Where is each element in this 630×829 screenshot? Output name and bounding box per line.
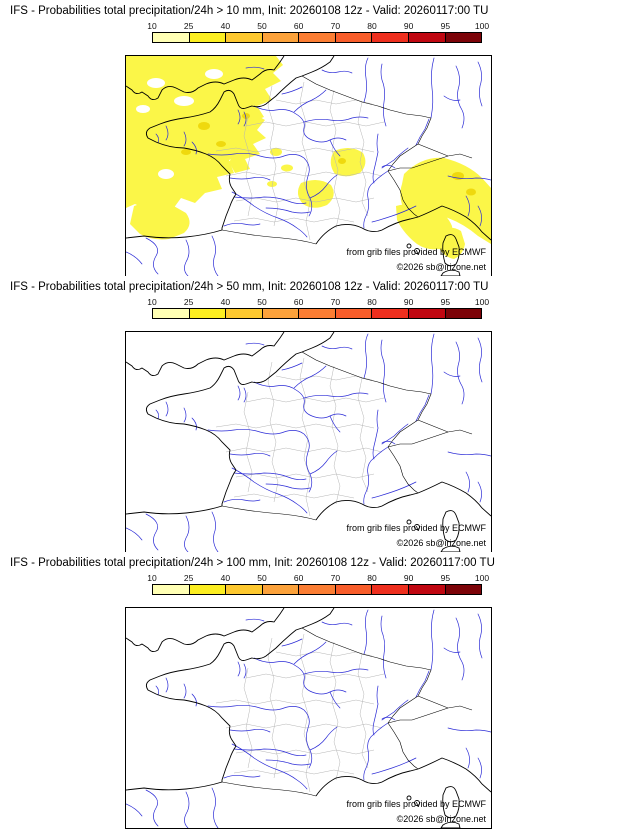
colorbar-tick: 90 — [403, 573, 414, 583]
panel-precip-gt-100mm: IFS - Probabilities total precipitation/… — [0, 552, 630, 829]
colorbar-segment — [444, 309, 482, 318]
colorbar-tick: 50 — [257, 573, 267, 583]
data-provider-credit: from grib files provided by ECMWF — [346, 799, 486, 809]
probability-colorbar: 10 25 40 50 60 70 80 90 95 100 — [147, 297, 489, 321]
colorbar-segment — [261, 309, 299, 318]
colorbar-segment — [298, 33, 335, 42]
data-provider-credit: from grib files provided by ECMWF — [346, 523, 486, 533]
colorbar-segment — [334, 309, 372, 318]
colorbar-tick: 70 — [330, 21, 341, 31]
department-borders — [215, 81, 385, 241]
country-borders — [221, 351, 473, 521]
colorbar-tick: 100 — [474, 573, 490, 583]
page-title: IFS - Probabilities total precipitation/… — [10, 5, 489, 17]
colorbar-tick: 10 — [147, 21, 157, 31]
map-frame: from grib files provided by ECMWF ©2026 … — [125, 55, 492, 277]
copyright-notice: ©2026 sb@irizone.net — [396, 262, 486, 272]
colorbar-segment — [407, 33, 445, 42]
colorbar-segment — [153, 33, 189, 42]
colorbar-segment — [261, 33, 299, 42]
rivers — [126, 609, 491, 828]
colorbar-segment — [334, 585, 372, 594]
colorbar-tick: 90 — [403, 297, 414, 307]
colorbar-tick: 25 — [183, 297, 194, 307]
colorbar-segment — [153, 585, 189, 594]
colorbar-tick-labels: 10 25 40 50 60 70 80 90 95 100 — [147, 573, 489, 584]
colorbar-tick: 70 — [330, 297, 341, 307]
colorbar-tick: 60 — [293, 21, 304, 31]
colorbar-segment — [407, 585, 445, 594]
colorbar-tick: 95 — [440, 573, 451, 583]
colorbar-tick: 50 — [257, 21, 267, 31]
colorbar-tick: 100 — [474, 21, 490, 31]
colorbar-tick: 95 — [440, 297, 451, 307]
colorbar-segment — [188, 585, 226, 594]
colorbar-segment — [371, 585, 408, 594]
colorbar-tick: 40 — [220, 573, 231, 583]
colorbar-tick: 100 — [474, 297, 490, 307]
colorbar-tick: 50 — [257, 297, 267, 307]
colorbar-segment — [225, 309, 262, 318]
colorbar-tick: 80 — [367, 573, 377, 583]
colorbar-tick: 10 — [147, 573, 157, 583]
colorbar-segment — [188, 33, 226, 42]
page-title: IFS - Probabilities total precipitation/… — [10, 557, 495, 569]
colorbar-segment — [298, 585, 335, 594]
colorbar-tick: 25 — [183, 21, 194, 31]
probability-colorbar: 10 25 40 50 60 70 80 90 95 100 — [147, 21, 489, 45]
coastlines — [126, 332, 491, 552]
colorbar-tick-labels: 10 25 40 50 60 70 80 90 95 100 — [147, 21, 489, 32]
colorbar-segment — [225, 33, 262, 42]
colorbar-segment — [371, 309, 408, 318]
rivers — [126, 333, 491, 552]
colorbar-tick: 80 — [367, 21, 377, 31]
copyright-notice: ©2026 sb@irizone.net — [396, 814, 486, 824]
colorbar-scale — [152, 32, 482, 43]
colorbar-segment — [407, 309, 445, 318]
coastlines — [126, 608, 491, 828]
colorbar-scale — [152, 308, 482, 319]
france-weather-map — [126, 608, 491, 828]
colorbar-scale — [152, 584, 482, 595]
colorbar-tick-labels: 10 25 40 50 60 70 80 90 95 100 — [147, 297, 489, 308]
colorbar-segment — [153, 309, 189, 318]
precip-shading-layer — [126, 56, 491, 259]
page-title: IFS - Probabilities total precipitation/… — [10, 281, 489, 293]
colorbar-segment — [225, 585, 262, 594]
colorbar-segment — [261, 585, 299, 594]
colorbar-segment — [371, 33, 408, 42]
panel-precip-gt-50mm: IFS - Probabilities total precipitation/… — [0, 276, 630, 553]
colorbar-tick: 40 — [220, 21, 231, 31]
colorbar-tick: 95 — [440, 21, 451, 31]
colorbar-tick: 10 — [147, 297, 157, 307]
colorbar-tick: 60 — [293, 297, 304, 307]
colorbar-segment — [298, 309, 335, 318]
copyright-notice: ©2026 sb@irizone.net — [396, 538, 486, 548]
colorbar-tick: 90 — [403, 21, 414, 31]
colorbar-tick: 70 — [330, 573, 341, 583]
colorbar-tick: 40 — [220, 297, 231, 307]
country-borders — [221, 75, 473, 245]
colorbar-segment — [444, 585, 482, 594]
department-borders — [215, 357, 385, 517]
map-frame: from grib files provided by ECMWF ©2026 … — [125, 607, 492, 829]
colorbar-tick: 80 — [367, 297, 377, 307]
department-borders — [215, 633, 385, 793]
data-provider-credit: from grib files provided by ECMWF — [346, 247, 486, 257]
france-weather-map — [126, 332, 491, 552]
colorbar-tick: 25 — [183, 573, 194, 583]
colorbar-segment — [334, 33, 372, 42]
map-frame: from grib files provided by ECMWF ©2026 … — [125, 331, 492, 553]
probability-colorbar: 10 25 40 50 60 70 80 90 95 100 — [147, 573, 489, 597]
colorbar-segment — [188, 309, 226, 318]
colorbar-tick: 60 — [293, 573, 304, 583]
country-borders — [221, 627, 473, 797]
panel-precip-gt-10mm: IFS - Probabilities total precipitation/… — [0, 0, 630, 277]
coastlines — [126, 56, 491, 276]
colorbar-segment — [444, 33, 482, 42]
france-weather-map — [126, 56, 491, 276]
